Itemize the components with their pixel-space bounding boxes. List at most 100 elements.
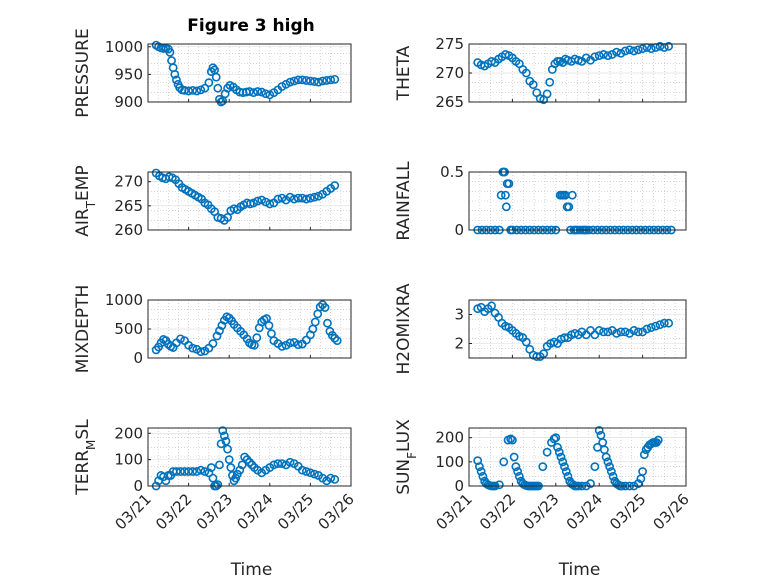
data-point	[603, 457, 613, 467]
data-point	[511, 462, 521, 472]
data-point	[590, 330, 600, 340]
data-point	[521, 337, 531, 347]
data-point	[231, 473, 241, 483]
data-point	[560, 333, 569, 343]
subplot-6: 2 3 H2OMIXRA	[394, 283, 687, 375]
data-point	[293, 193, 303, 203]
axes-frame	[147, 299, 352, 359]
subplot-4: 0 0.5 RAINFALL	[394, 161, 687, 241]
y-tick-label: 0	[133, 349, 143, 367]
data-point	[504, 179, 514, 188]
data-point	[206, 463, 216, 472]
y-axis-label-tail: SL	[73, 419, 93, 440]
figure-title: Figure 3 high	[187, 16, 315, 36]
axes-frame	[468, 171, 687, 231]
data-point	[261, 89, 271, 99]
axes-frame	[468, 427, 687, 487]
data-point	[629, 46, 639, 56]
data-point	[521, 68, 531, 78]
data-point	[664, 41, 674, 51]
data-point	[211, 72, 221, 82]
y-axis-label: TERRMSL	[73, 419, 98, 496]
y-axis-label: THETA	[394, 45, 414, 101]
data-point	[612, 47, 621, 57]
data-point	[245, 87, 254, 96]
y-axis-label-main: H2OMIXRA	[394, 283, 414, 374]
x-tick-label: 03/26	[315, 490, 358, 533]
y-tick-label: 0	[454, 221, 464, 239]
data-point	[594, 51, 604, 60]
y-axis-label-sub: F	[405, 452, 419, 459]
data-point	[499, 457, 509, 467]
data-point	[330, 74, 340, 84]
data-point	[218, 426, 228, 436]
data-point	[204, 78, 214, 88]
y-tick-label: 0.5	[440, 163, 464, 181]
data-point	[478, 471, 488, 481]
data-point	[215, 326, 224, 336]
y-tick-label: 0	[133, 477, 143, 495]
data-point	[314, 77, 323, 87]
data-point	[561, 467, 571, 476]
data-point	[184, 467, 193, 476]
data-point	[551, 433, 561, 443]
x-tick-label: 03/26	[650, 490, 693, 533]
data-point	[330, 333, 340, 343]
data-point	[184, 86, 193, 96]
data-point	[320, 303, 330, 312]
data-point	[172, 467, 181, 476]
x-tick-label: 03/24	[233, 490, 276, 533]
data-point	[560, 462, 569, 472]
data-point	[223, 213, 232, 222]
data-point	[200, 467, 210, 476]
data-point	[176, 467, 185, 476]
data-point	[223, 444, 232, 454]
data-point	[633, 479, 643, 488]
data-point	[599, 50, 608, 59]
axes-frame	[468, 43, 687, 103]
subplot-1: 900 950 1000 PRESSURE	[73, 28, 352, 118]
y-tick-label: 1000	[105, 38, 143, 56]
data-point	[332, 336, 342, 345]
data-point	[293, 340, 303, 350]
axes-frame	[147, 171, 352, 231]
data-point	[564, 202, 574, 212]
data-point	[664, 318, 674, 328]
data-point	[253, 87, 263, 96]
data-point	[528, 80, 538, 89]
y-tick-label: 100	[435, 453, 464, 471]
axes-frame	[147, 427, 352, 487]
data-point	[310, 192, 319, 202]
data-point	[172, 75, 181, 85]
data-point	[240, 452, 250, 462]
y-tick-label: 2	[454, 335, 464, 353]
y-axis-label: RAINFALL	[394, 161, 414, 241]
data-point	[301, 194, 311, 204]
data-point	[242, 455, 252, 465]
data-point	[606, 467, 616, 476]
data-point	[208, 63, 218, 73]
data-point	[612, 328, 621, 338]
data-point	[494, 480, 504, 490]
axes-frame	[147, 43, 352, 103]
data-point	[590, 462, 600, 472]
data-point	[176, 334, 185, 344]
data-point	[170, 69, 180, 79]
data-point	[196, 85, 206, 95]
data-point	[305, 76, 315, 86]
y-tick-label: 270	[435, 64, 464, 82]
data-point	[567, 190, 577, 200]
data-point	[180, 86, 189, 95]
x-tick-label: 03/22	[476, 490, 519, 533]
data-point	[581, 330, 591, 340]
data-point	[620, 46, 630, 56]
data-point	[603, 51, 613, 60]
data-point	[633, 45, 643, 55]
data-point	[180, 467, 189, 476]
y-axis-label-main: SUN	[394, 459, 414, 495]
data-point	[554, 447, 564, 457]
data-point	[655, 41, 665, 51]
x-tick-label: 03/23	[193, 490, 236, 533]
data-point	[273, 459, 283, 468]
